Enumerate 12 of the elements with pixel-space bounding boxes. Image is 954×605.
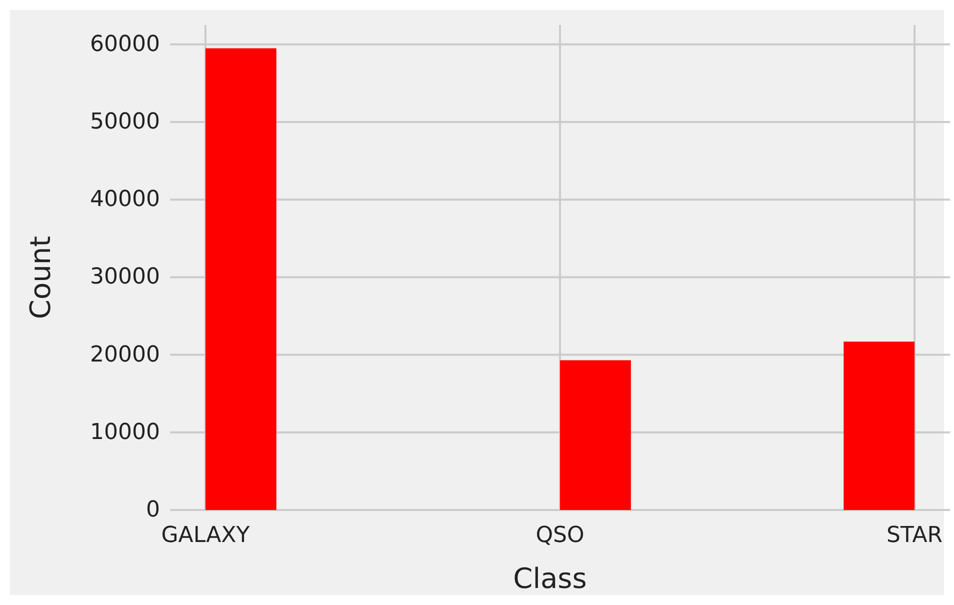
y-tick-label: 20000 (90, 342, 160, 368)
x-tick-label: QSO (536, 523, 584, 548)
x-tick-label: GALAXY (161, 523, 250, 548)
y-tick-label: 30000 (90, 264, 160, 290)
y-tick-label: 40000 (90, 187, 160, 212)
y-axis-title: Count (24, 236, 57, 320)
y-tick-label: 60000 (90, 32, 160, 57)
x-axis-title: Class (513, 562, 587, 595)
y-tick-label: 10000 (90, 420, 160, 445)
x-tick-label: STAR (886, 523, 943, 548)
y-tick-label: 50000 (90, 110, 160, 134)
y-tick-label: 0 (146, 498, 160, 522)
